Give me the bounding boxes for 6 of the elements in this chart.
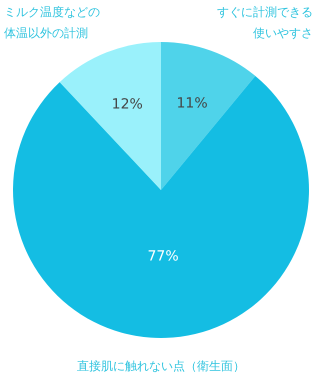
slice-label: ミルク温度などの体温以外の計測 [4, 5, 100, 40]
data-label: 12% [112, 96, 143, 113]
slice-label: すぐに計測できる使いやすさ [217, 5, 313, 40]
data-label: 11% [176, 96, 208, 112]
data-label: 77% [148, 248, 179, 265]
slice-label: 直接肌に触れない点（衛生面） [77, 359, 245, 373]
